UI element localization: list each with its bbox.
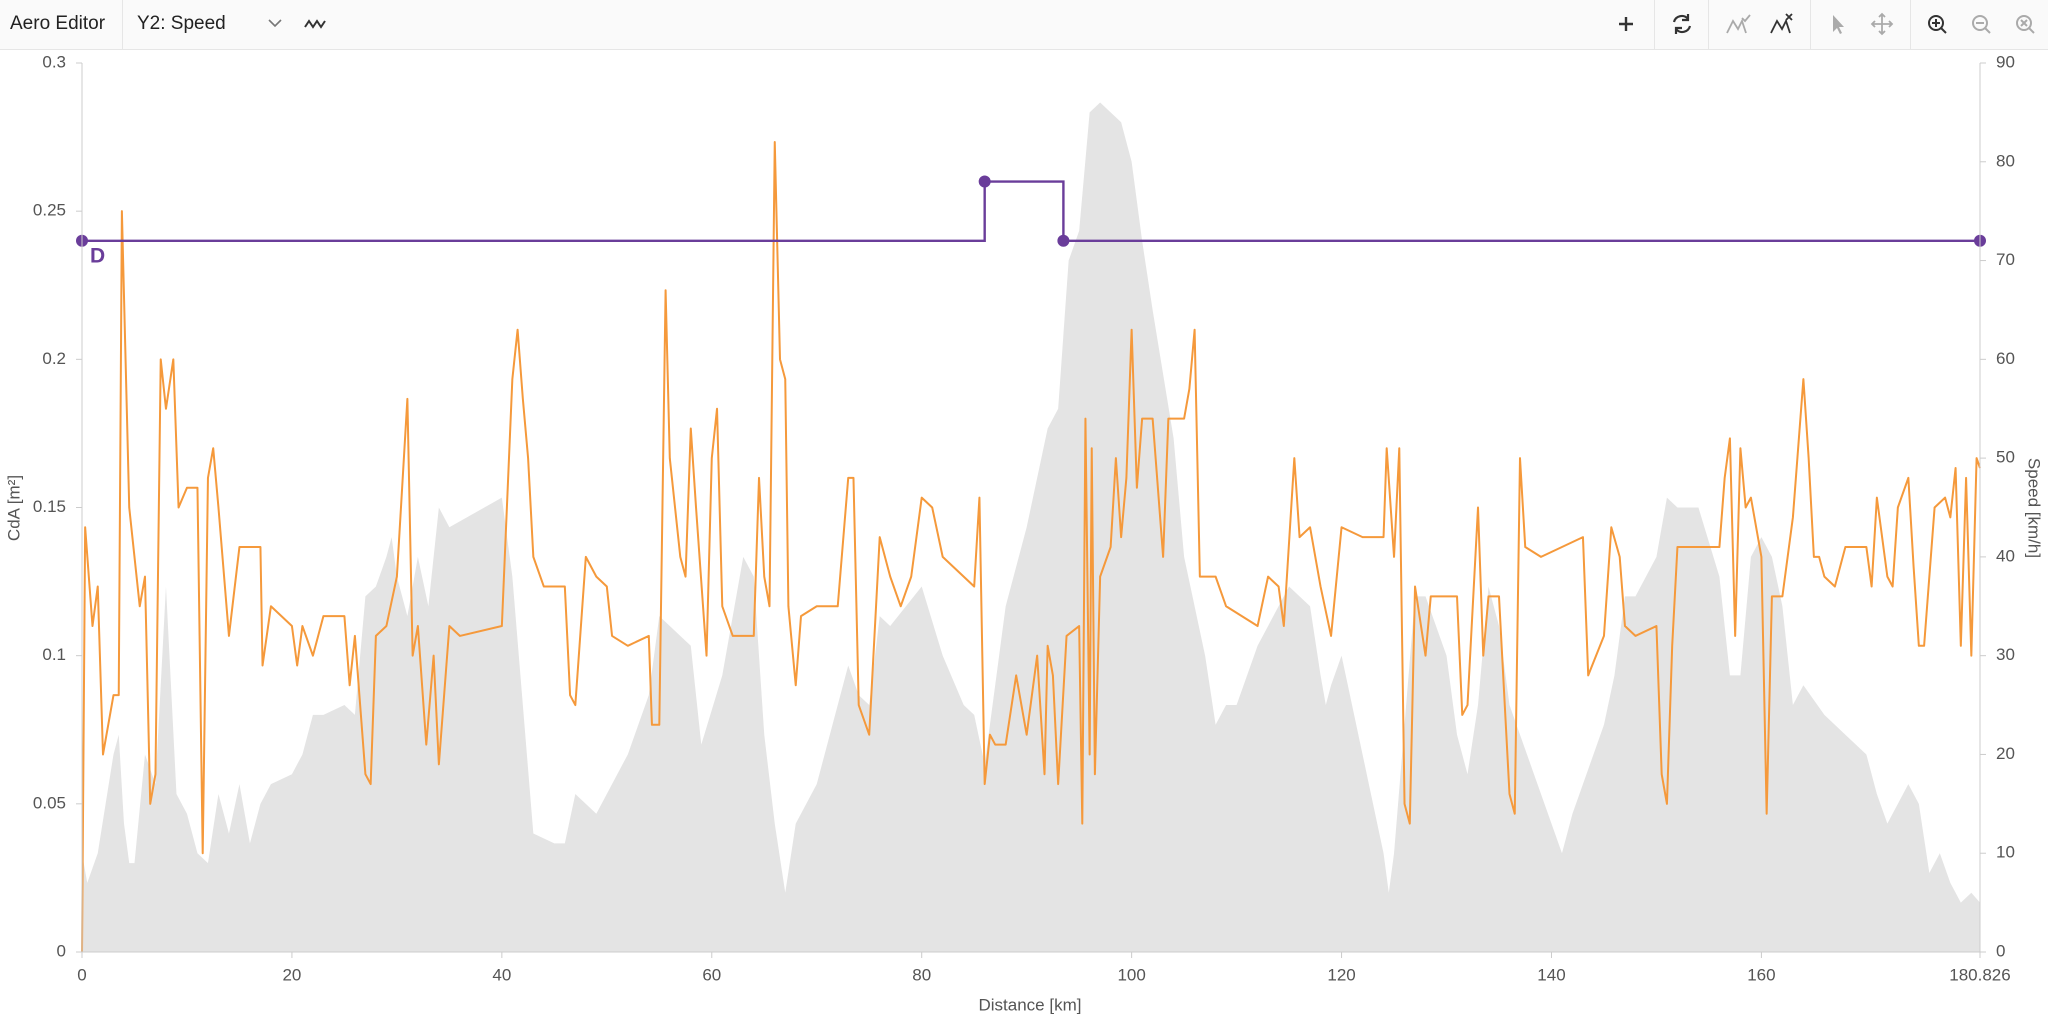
elevation-area	[82, 102, 1980, 952]
y-tick-label: 0.25	[33, 201, 66, 220]
y2-tick-label: 80	[1996, 151, 2015, 170]
dropdown-arrow[interactable]	[268, 19, 282, 28]
zoom-out-glyph	[1976, 22, 1991, 34]
x-tick-label: 40	[492, 965, 511, 984]
y2-tick-label: 40	[1996, 546, 2015, 565]
y-tick-label: 0	[57, 941, 66, 960]
zoom-in-icon[interactable]	[1928, 15, 1944, 31]
cda-control-point	[1057, 234, 1070, 247]
zoom-reset-glyph	[2020, 19, 2035, 34]
toolbar-icons	[268, 0, 2035, 50]
y-tick-label: 0.3	[42, 52, 66, 71]
y2-tick-label: 60	[1996, 349, 2015, 368]
y2-tick-label: 0	[1996, 941, 2005, 960]
x-tick-label: 20	[282, 965, 301, 984]
y-tick-label: 0.1	[42, 645, 66, 664]
x-tick-label: 120	[1327, 965, 1355, 984]
separator	[122, 0, 123, 50]
separator	[1654, 0, 1655, 50]
x-tick-label: 180.826	[1949, 965, 2010, 984]
x-tick-label: 0	[77, 965, 86, 984]
y-tick-label: 0.15	[33, 497, 66, 516]
speed-line	[81, 141, 1981, 953]
select-icon[interactable]	[1833, 15, 1844, 34]
y-tick-label: 0.05	[33, 793, 66, 812]
x-tick-label: 80	[912, 965, 931, 984]
y2-tick-label: 90	[1996, 52, 2015, 71]
x-axis-label: Distance [km]	[979, 995, 1082, 1014]
line-style-icon[interactable]	[304, 19, 326, 29]
y2-tick-label: 50	[1996, 448, 2015, 467]
x-tick-label: 100	[1117, 965, 1145, 984]
app-title: Aero Editor	[10, 13, 106, 34]
toolbar: Aero Editor Y2: Speed	[0, 0, 2048, 50]
y2-tick-label: 10	[1996, 843, 2015, 862]
y-axis-label: CdA [m²]	[4, 475, 23, 541]
zoom-reset-icon[interactable]	[2016, 15, 2032, 31]
zoom-out-icon[interactable]	[1972, 15, 1988, 31]
y2-axis-label: Speed [km/h]	[2025, 458, 2044, 558]
pan-icon[interactable]	[1870, 12, 1894, 36]
point-label: D	[90, 244, 105, 267]
accept-icon[interactable]	[1726, 14, 1751, 34]
separator	[1910, 0, 1911, 50]
y2-tick-label: 30	[1996, 645, 2015, 664]
x-tick-label: 60	[702, 965, 721, 984]
chart: Distance [km] CdA [m²] Speed [km/h] D 0 20…	[4, 52, 2044, 1014]
separator	[1810, 0, 1811, 50]
y2-selector[interactable]: Y2: Speed	[137, 13, 226, 34]
zoom-in-glyph	[1932, 19, 1947, 34]
y2-tick-label: 70	[1996, 250, 2015, 269]
y-tick-label: 0.2	[42, 349, 66, 368]
add-icon[interactable]	[1619, 17, 1633, 31]
y2-tick-label: 20	[1996, 744, 2015, 763]
x-tick-label: 160	[1747, 965, 1775, 984]
cda-step-line	[82, 180, 1980, 242]
refresh-icon[interactable]	[1672, 14, 1692, 34]
separator	[1708, 0, 1709, 50]
x-tick-label: 140	[1537, 965, 1565, 984]
cda-control-point	[978, 175, 991, 188]
reject-icon[interactable]	[1770, 13, 1793, 34]
